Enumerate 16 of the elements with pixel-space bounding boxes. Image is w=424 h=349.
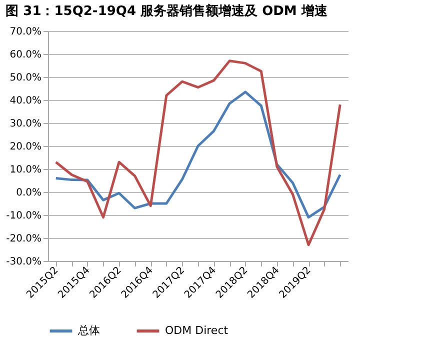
legend-label: 总体 [77, 324, 100, 337]
y-tick-label: -10.0% [6, 210, 42, 222]
y-tick-label: 40.0% [10, 96, 42, 106]
chart-title: 图 31：15Q2-19Q4 服务器销售额增速及 ODM 增速 [6, 3, 328, 19]
y-tick-label: -30.0% [6, 256, 42, 268]
y-tick-label: 30.0% [10, 118, 42, 130]
y-tick-label: 10.0% [10, 164, 42, 176]
legend-label: ODM Direct [165, 324, 229, 337]
line-series [54, 60, 342, 246]
y-tick-label: 70.0% [10, 26, 42, 38]
line-series [54, 90, 342, 219]
y-tick-label: 50.0% [10, 72, 42, 84]
y-tick-label: -20.0% [6, 234, 42, 244]
y-tick-label: 20.0% [10, 142, 42, 152]
y-tick-label: 0.0% [16, 188, 42, 198]
y-tick-label: 60.0% [10, 50, 42, 60]
